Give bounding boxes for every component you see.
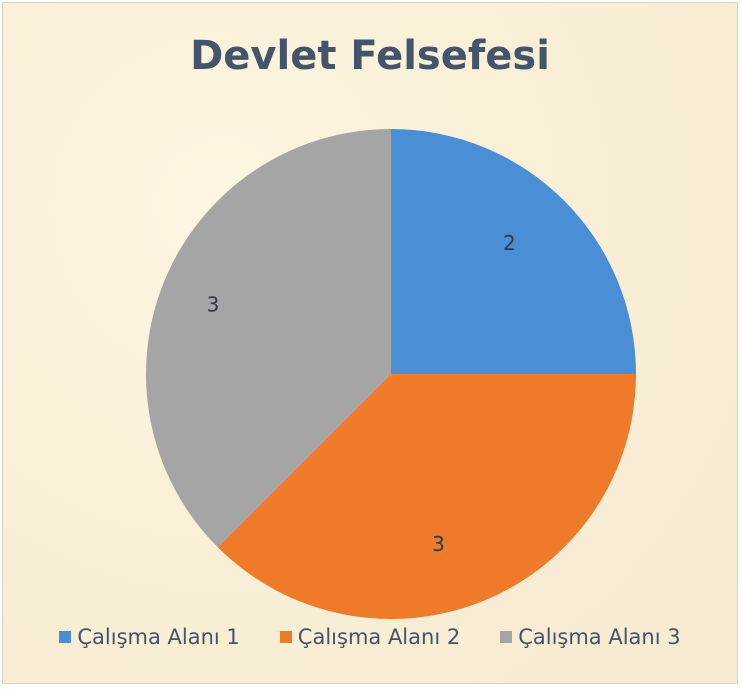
legend-item: Çalışma Alanı 3 (500, 625, 681, 649)
legend-swatch (279, 631, 292, 643)
legend: Çalışma Alanı 1 Çalışma Alanı 2 Çalışma … (3, 625, 737, 649)
legend-label: Çalışma Alanı 3 (518, 625, 681, 649)
pie-chart: 2 3 3 (145, 129, 636, 619)
pie-slice (145, 129, 391, 548)
legend-swatch (59, 631, 72, 643)
legend-label: Çalışma Alanı 2 (297, 625, 461, 649)
data-label: 2 (503, 231, 516, 255)
chart-title: Devlet Felsefesi (190, 33, 550, 79)
chart-area: Devlet Felsefesi 2 3 3 Çalışma Alanı 1 Çal… (2, 2, 738, 684)
pie-slice (391, 129, 636, 374)
legend-item: Çalışma Alanı 2 (279, 625, 461, 649)
legend-item: Çalışma Alanı 1 (59, 625, 240, 649)
data-label: 3 (207, 292, 220, 316)
data-label: 3 (432, 532, 445, 556)
legend-swatch (500, 631, 513, 643)
legend-label: Çalışma Alanı 1 (77, 625, 240, 649)
pie-slice (217, 374, 636, 619)
